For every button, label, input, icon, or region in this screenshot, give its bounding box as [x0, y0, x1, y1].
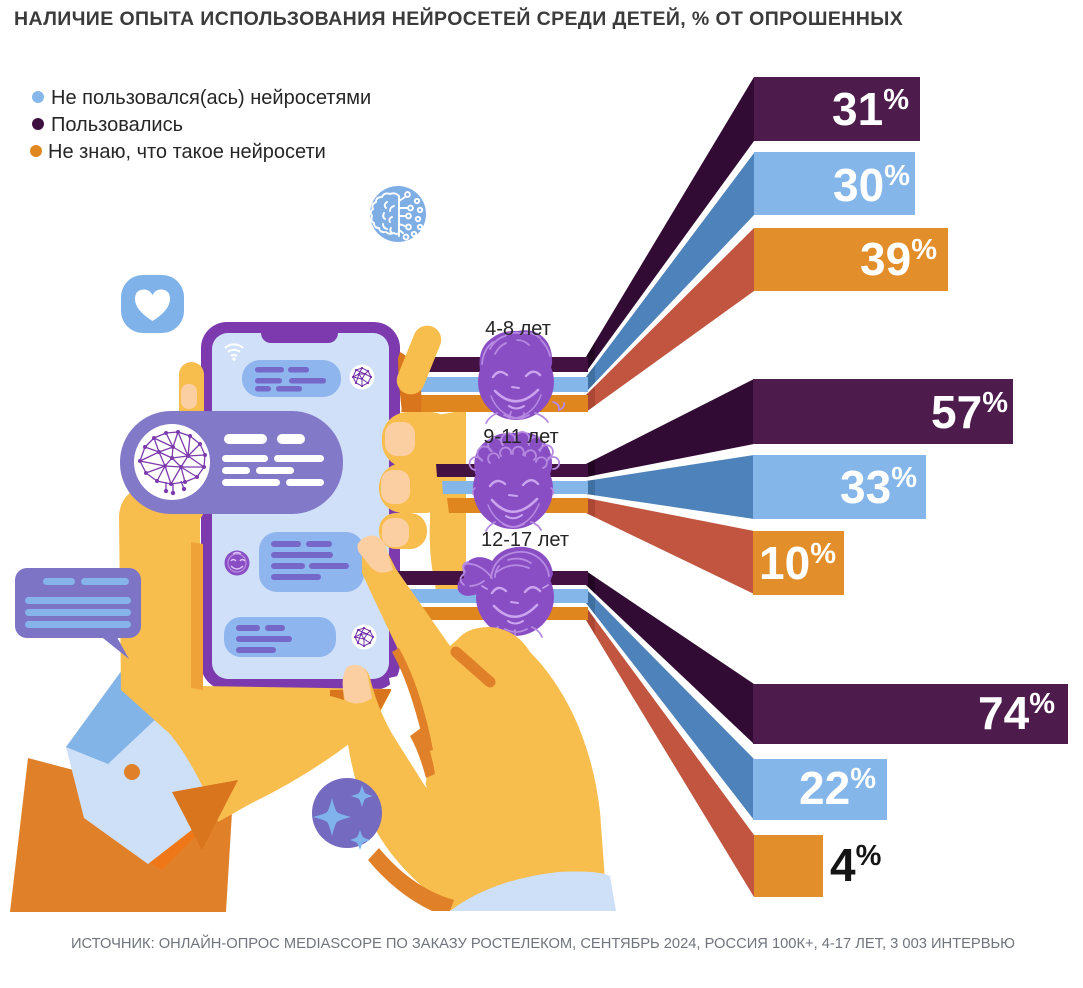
svg-text:4-8 лет: 4-8 лет: [485, 318, 551, 340]
svg-text:12-17 лет: 12-17 лет: [481, 529, 569, 551]
svg-text:Пользовались: Пользовались: [51, 114, 183, 136]
svg-text:22%: 22%: [799, 762, 876, 814]
svg-text:Не знаю, что такое нейросети: Не знаю, что такое нейросети: [48, 141, 326, 163]
svg-text:НАЛИЧИЕ ОПЫТА ИСПОЛЬЗОВАНИЯ НЕ: НАЛИЧИЕ ОПЫТА ИСПОЛЬЗОВАНИЯ НЕЙРОСЕТЕЙ С…: [14, 6, 903, 30]
svg-text:39%: 39%: [860, 233, 937, 285]
svg-text:ИСТОЧНИК: ОНЛАЙН-ОПРОС MEDIASC: ИСТОЧНИК: ОНЛАЙН-ОПРОС MEDIASCOPE ПО ЗАК…: [71, 934, 1015, 952]
svg-text:Не пользовался(ась) нейросетям: Не пользовался(ась) нейросетями: [51, 87, 371, 109]
svg-text:9-11 лет: 9-11 лет: [483, 426, 558, 448]
